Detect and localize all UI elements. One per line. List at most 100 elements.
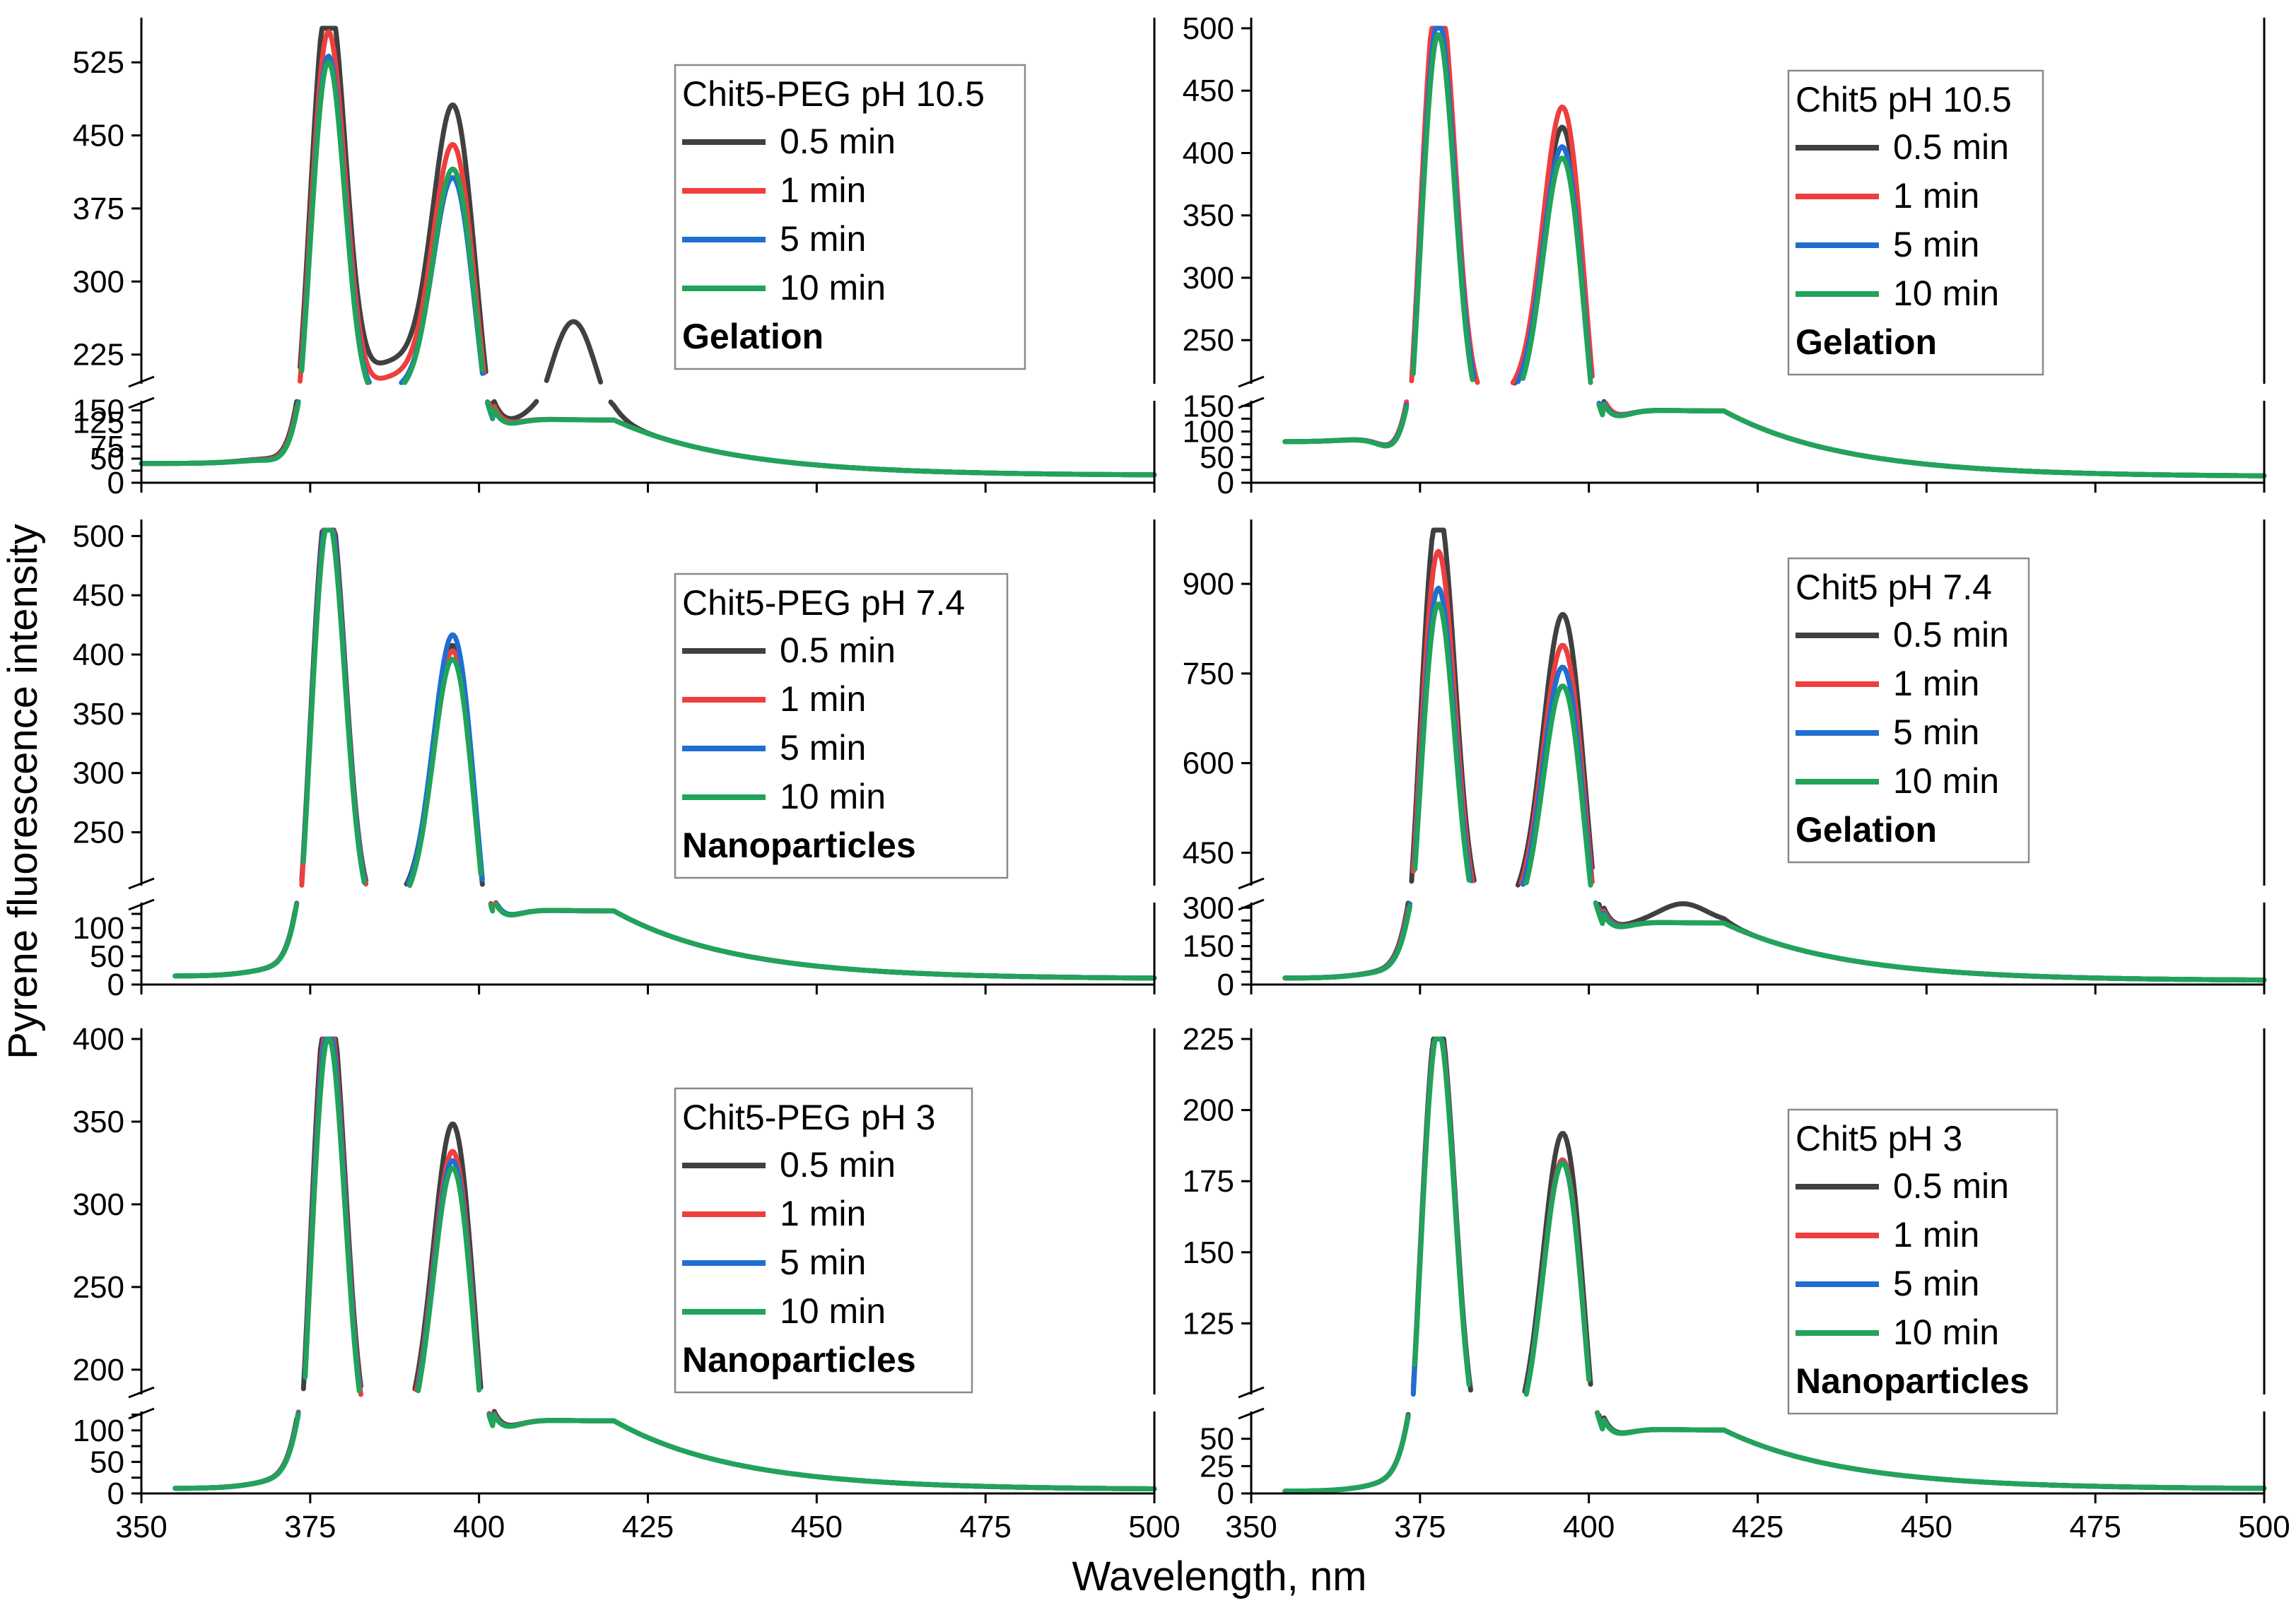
y-tick-label: 0	[1217, 466, 1234, 500]
series-line-10-min	[1282, 601, 2267, 983]
y-tick-label: 100	[1183, 415, 1234, 450]
y-tick-label: 250	[73, 1270, 124, 1305]
y-tick-label: 125	[1183, 1306, 1234, 1341]
series-line-10-min	[172, 1036, 1157, 1491]
legend-title: Chit5-PEG pH 7.4	[682, 583, 965, 623]
legend-box	[674, 572, 1009, 879]
x-tick-label: 450	[791, 1510, 843, 1544]
legend-box	[674, 64, 1026, 370]
y-tick-label: 450	[73, 119, 124, 153]
legend: Chit5 pH 7.4 0.5 min 1 min 5 min 10 min Gelat…	[1787, 557, 2030, 864]
y-tick-label: 150	[73, 394, 124, 428]
x-tick-label: 425	[622, 1510, 674, 1544]
y-tick-label: 150	[1183, 929, 1234, 964]
y-tick-label: 400	[73, 638, 124, 672]
series-line-1-min	[172, 1036, 1157, 1491]
legend-entry: 5 min	[780, 728, 866, 768]
y-tick-label: 200	[1183, 1093, 1234, 1128]
y-tick-label: 0	[1217, 968, 1234, 1002]
legend-entry: 5 min	[780, 219, 866, 259]
y-tick-label: 350	[73, 697, 124, 732]
y-tick-label: 50	[90, 1445, 124, 1479]
y-tick-label: 0	[1217, 1476, 1234, 1511]
y-tick-label: 100	[73, 1414, 124, 1448]
legend-entry: 1 min	[780, 679, 866, 719]
legend-state-label: Nanoparticles	[682, 826, 916, 865]
y-tick-label: 225	[1183, 1022, 1234, 1057]
legend-entry: 0.5 min	[780, 630, 896, 670]
x-tick-label: 500	[2238, 1510, 2290, 1544]
x-tick-label: 425	[1732, 1510, 1784, 1544]
legend-box	[674, 1087, 973, 1394]
y-tick-label: 175	[1183, 1164, 1234, 1199]
y-tick-label: 50	[90, 442, 124, 476]
x-tick-label: 400	[453, 1510, 505, 1544]
x-axis-title: Wavelength, nm	[1072, 1554, 1367, 1599]
y-tick-label: 600	[1183, 746, 1234, 781]
x-tick-label: 475	[959, 1510, 1011, 1544]
x-tick-label: 375	[284, 1510, 336, 1544]
legend-box	[1787, 557, 2030, 864]
legend-title: Chit5-PEG pH 3	[682, 1098, 935, 1137]
legend-entry: 0.5 min	[780, 122, 896, 161]
legend-entry: 5 min	[780, 1243, 866, 1282]
legend-entry: 10 min	[1893, 1312, 1999, 1352]
y-tick-label: 50	[90, 939, 124, 974]
y-tick-label: 300	[73, 756, 124, 791]
y-tick-label: 150	[1183, 389, 1234, 423]
y-tick-label: 0	[107, 1476, 124, 1511]
y-tick-label: 500	[1183, 11, 1234, 46]
legend-box	[1787, 1108, 2058, 1415]
y-tick-label: 75	[90, 430, 124, 464]
y-tick-label: 100	[73, 911, 124, 946]
legend: Chit5 pH 10.5 0.5 min 1 min 5 min 10 min Gela…	[1787, 69, 2044, 376]
x-tick-label: 350	[115, 1510, 167, 1544]
legend-entry: 1 min	[1893, 176, 1979, 216]
y-tick-label: 400	[73, 1022, 124, 1057]
legend: Chit5-PEG pH 10.5 0.5 min 1 min 5 min 10 min…	[674, 64, 1026, 370]
legend-state-label: Nanoparticles	[682, 1340, 916, 1380]
series-line-10-min	[1282, 1036, 2267, 1494]
legend-state-label: Gelation	[1796, 322, 1937, 362]
legend-entry: 1 min	[780, 170, 866, 210]
y-tick-label: 225	[73, 338, 124, 372]
y-tick-label: 750	[1183, 657, 1234, 691]
legend-title: Chit5 pH 10.5	[1796, 80, 2012, 119]
y-tick-label: 300	[1183, 261, 1234, 295]
series-line-10-min	[139, 59, 1157, 478]
legend-entry: 10 min	[780, 777, 886, 816]
axis-break-mark	[1238, 375, 1265, 409]
y-tick-label: 50	[1200, 440, 1234, 475]
series-line-0-5-min	[172, 1036, 1157, 1491]
y-axis-title: Pyrene fluorescence intensity	[0, 524, 46, 1059]
axis-break-mark	[128, 877, 155, 911]
series-line-1-min	[1282, 1036, 2267, 1494]
series-line-5-min	[172, 1036, 1157, 1491]
legend-entry: 5 min	[1893, 225, 1979, 264]
x-tick-label: 400	[1563, 1510, 1615, 1544]
series-line-10-min	[1282, 32, 2267, 478]
legend-entry: 10 min	[1893, 274, 1999, 313]
legend-title: Chit5-PEG pH 10.5	[682, 74, 985, 114]
y-tick-label: 450	[1183, 836, 1234, 871]
x-tick-label: 375	[1394, 1510, 1446, 1544]
legend-entry: 1 min	[1893, 1215, 1979, 1255]
axis-break-mark	[128, 375, 155, 409]
legend-entry: 10 min	[1893, 761, 1999, 801]
y-tick-label: 25	[1200, 1449, 1234, 1484]
series-line-5-min	[1282, 1036, 2267, 1494]
legend-state-label: Gelation	[1796, 810, 1937, 850]
legend-entry: 0.5 min	[780, 1145, 896, 1185]
y-tick-label: 375	[73, 192, 124, 226]
y-tick-label: 50	[1200, 1422, 1234, 1457]
x-tick-label: 475	[2069, 1510, 2121, 1544]
legend-entry: 0.5 min	[1893, 615, 2009, 654]
legend-entry: 0.5 min	[1893, 1166, 2009, 1206]
y-tick-label: 0	[107, 466, 124, 500]
